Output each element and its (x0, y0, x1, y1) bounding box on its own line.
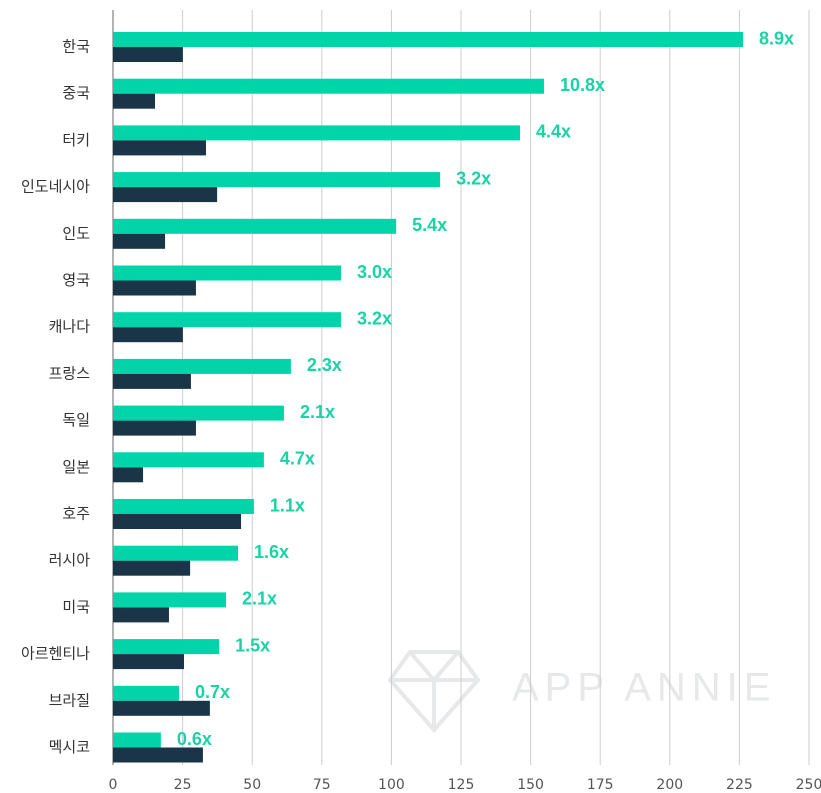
bar-annotation: 4.4x (536, 122, 571, 142)
x-tick-label: 175 (587, 777, 614, 793)
y-tick-label: 중국 (62, 84, 90, 102)
bar-annotation: 10.8x (560, 75, 605, 95)
bar (113, 639, 220, 655)
x-tick-label: 0 (109, 777, 118, 793)
bar (113, 467, 144, 483)
y-tick-label: 영국 (62, 271, 90, 289)
bar (113, 32, 744, 47)
bar (113, 312, 342, 328)
x-tick-label: 125 (448, 777, 475, 793)
bar-annotation: 3.0x (357, 262, 392, 282)
bar-annotation: 4.7x (280, 449, 315, 469)
bar (113, 592, 227, 608)
bar (113, 452, 264, 468)
bar-annotation: 3.2x (357, 308, 392, 328)
bar (113, 747, 203, 763)
bar (113, 47, 183, 62)
bar (113, 78, 544, 94)
bar (113, 545, 239, 561)
bar (113, 327, 183, 343)
y-tick-label: 한국 (62, 38, 90, 56)
bar (113, 280, 196, 296)
bar (113, 499, 254, 514)
bar (113, 732, 161, 748)
bar (113, 140, 206, 156)
x-tick-label: 25 (174, 777, 192, 793)
x-tick-label: 75 (313, 777, 331, 793)
bar-annotation: 1.1x (270, 495, 305, 515)
bar (113, 187, 218, 203)
bar-annotation: 1.6x (254, 542, 289, 562)
bar (113, 514, 242, 529)
y-tick-label: 캐나다 (49, 318, 91, 336)
bar-annotation: 2.3x (307, 355, 342, 375)
watermark: APP ANNIE (512, 666, 776, 710)
x-tick-label: 100 (378, 777, 405, 793)
bar (113, 358, 291, 374)
y-tick-label: 호주 (62, 505, 90, 523)
x-tick-label: 150 (517, 777, 544, 793)
bar (113, 218, 397, 234)
bar (113, 93, 156, 109)
y-tick-label: 일본 (62, 458, 90, 476)
bar (113, 560, 191, 576)
y-tick-label: 터키 (62, 131, 90, 149)
bar (113, 607, 169, 623)
bar-annotation: 5.4x (412, 215, 447, 235)
y-tick-label: 프랑스 (49, 364, 91, 382)
watermark-icon (387, 650, 481, 734)
y-tick-label: 러시아 (49, 551, 91, 569)
y-tick-label: 아르헨티나 (21, 645, 90, 663)
bar-annotation: 3.2x (456, 168, 491, 188)
bar-annotation: 0.6x (177, 729, 212, 749)
bar-annotation: 8.9x (759, 28, 794, 48)
bar (113, 373, 191, 389)
x-tick-label: 200 (656, 777, 683, 793)
bar-annotation: 2.1x (242, 589, 277, 609)
bar (113, 405, 284, 421)
y-tick-label: 인도네시아 (21, 178, 90, 196)
bar (113, 233, 166, 249)
bar (113, 172, 441, 188)
y-tick-label: 브라질 (49, 691, 90, 709)
bar (113, 685, 179, 701)
bar-annotation: 1.5x (235, 635, 270, 655)
y-tick-label: 미국 (62, 598, 90, 616)
bar (113, 125, 521, 141)
bar (113, 700, 210, 716)
bar (113, 654, 184, 670)
bar (113, 420, 196, 436)
y-tick-label: 멕시코 (49, 738, 90, 756)
bar-annotation: 2.1x (300, 402, 335, 422)
y-tick-label: 독일 (62, 411, 90, 429)
bar (113, 265, 342, 281)
x-tick-label: 50 (243, 777, 261, 793)
y-tick-label: 인도 (62, 224, 90, 242)
x-tick-label: 225 (726, 777, 753, 793)
bar-annotation: 0.7x (195, 682, 230, 702)
x-tick-label: 250 (796, 777, 821, 793)
